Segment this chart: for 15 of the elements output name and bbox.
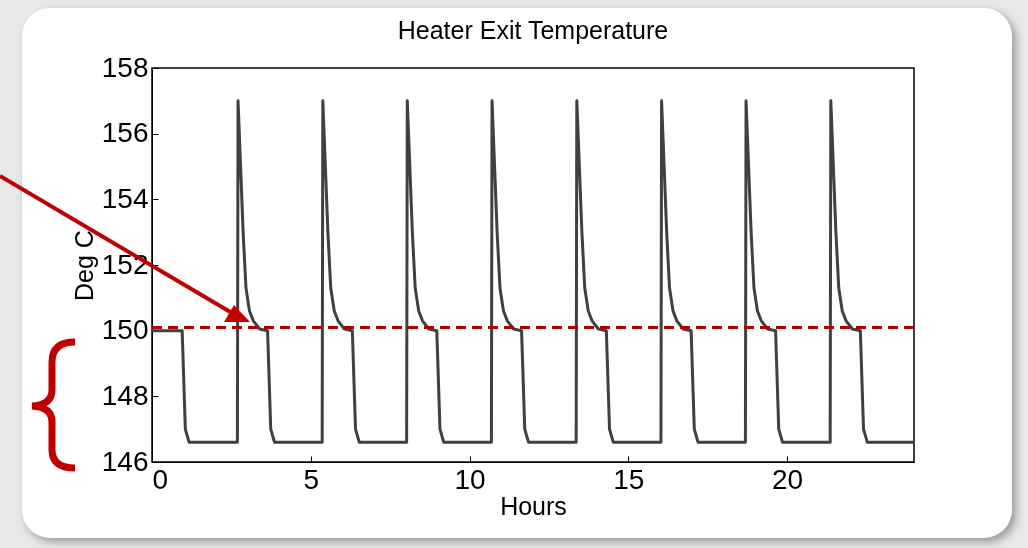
y-tick-label: 146 bbox=[101, 445, 149, 477]
y-axis-title: Deg C bbox=[69, 230, 98, 301]
x-axis-title: Hours bbox=[500, 491, 567, 520]
line-series bbox=[152, 99, 914, 444]
x-tick-label: 5 bbox=[303, 463, 320, 495]
y-tick-label: 156 bbox=[101, 117, 149, 149]
x-tick-label: 0 bbox=[152, 463, 169, 495]
x-tick-label: 10 bbox=[454, 463, 486, 495]
x-tick-label: 20 bbox=[771, 463, 804, 495]
y-tick-label: 154 bbox=[101, 182, 149, 214]
y-tick-label: 150 bbox=[101, 314, 149, 346]
x-tick-label: 15 bbox=[613, 463, 645, 495]
y-tick-label: 158 bbox=[101, 51, 149, 83]
chart-title: Heater Exit Temperature bbox=[397, 16, 669, 44]
y-tick-label: 148 bbox=[101, 379, 149, 411]
